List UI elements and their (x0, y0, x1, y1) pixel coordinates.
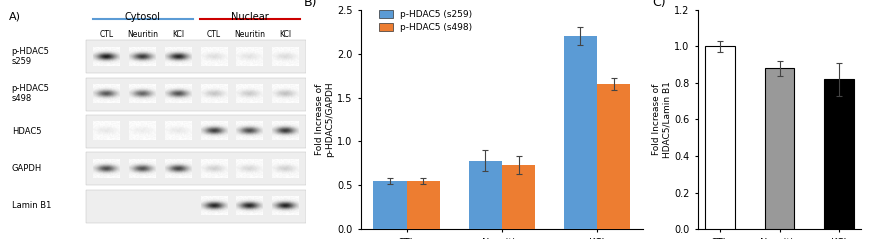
Text: KCl: KCl (279, 30, 291, 39)
Text: Neuritin: Neuritin (127, 30, 158, 39)
Text: GAPDH: GAPDH (11, 164, 42, 173)
Bar (823, 79, 852, 229)
Text: p-HDAC5
s498: p-HDAC5 s498 (11, 84, 50, 103)
Text: A): A) (9, 12, 21, 22)
Y-axis label: Fold Increase of
HDAC5/Lamin B1: Fold Increase of HDAC5/Lamin B1 (651, 81, 671, 158)
Bar (86, 115, 306, 148)
Text: p-HDAC5
s259: p-HDAC5 s259 (11, 47, 50, 66)
Bar (86, 40, 306, 73)
Bar (764, 68, 793, 229)
Bar (563, 36, 596, 229)
Text: Cytosol: Cytosol (124, 12, 161, 22)
Text: Neuritin: Neuritin (234, 30, 265, 39)
Text: Nuclear: Nuclear (230, 12, 269, 22)
Bar (86, 190, 306, 223)
Text: CTL: CTL (100, 30, 114, 39)
Bar (501, 165, 534, 229)
Bar (86, 78, 306, 111)
Bar (407, 181, 440, 229)
Bar (705, 46, 734, 229)
Bar (86, 152, 306, 185)
Text: C): C) (651, 0, 665, 9)
Text: CTL: CTL (207, 30, 221, 39)
Text: KCl: KCl (172, 30, 184, 39)
Legend: p-HDAC5 (s259), p-HDAC5 (s498): p-HDAC5 (s259), p-HDAC5 (s498) (379, 10, 472, 33)
Y-axis label: Fold Increase of
p-HDAC5/GAPDH: Fold Increase of p-HDAC5/GAPDH (315, 82, 334, 157)
Bar (596, 84, 630, 229)
Text: Lamin B1: Lamin B1 (11, 201, 51, 210)
Bar (373, 181, 407, 229)
Text: HDAC5: HDAC5 (11, 126, 41, 136)
Text: B): B) (304, 0, 317, 9)
Bar (468, 161, 501, 229)
